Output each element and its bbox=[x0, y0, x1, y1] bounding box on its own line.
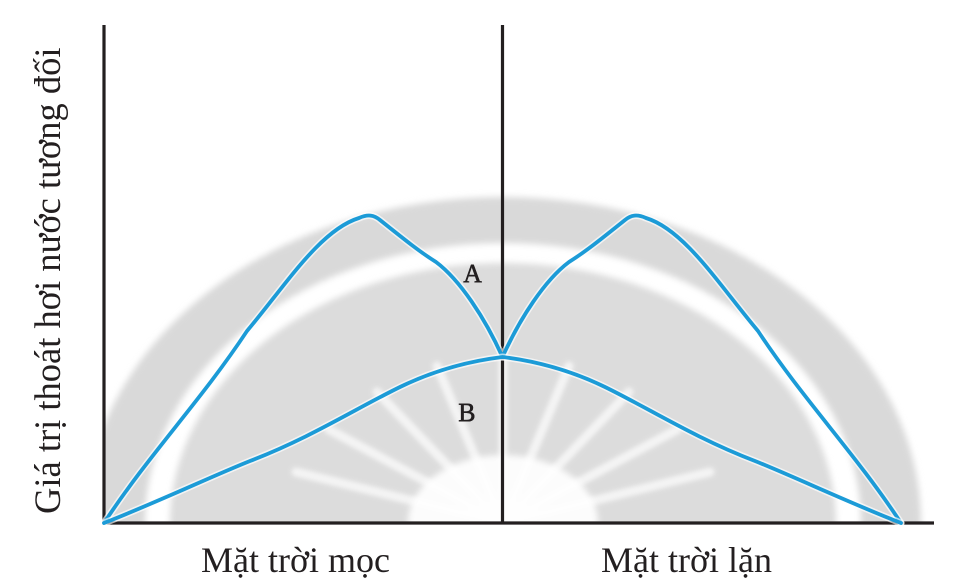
svg-text:Mặt trời lặn: Mặt trời lặn bbox=[601, 540, 772, 580]
svg-text:Mặt trời mọc: Mặt trời mọc bbox=[201, 540, 390, 580]
svg-text:B: B bbox=[458, 398, 475, 427]
svg-text:A: A bbox=[463, 259, 482, 288]
svg-text:Giá trị thoát hơi nước tương đ: Giá trị thoát hơi nước tương đối bbox=[27, 48, 68, 514]
